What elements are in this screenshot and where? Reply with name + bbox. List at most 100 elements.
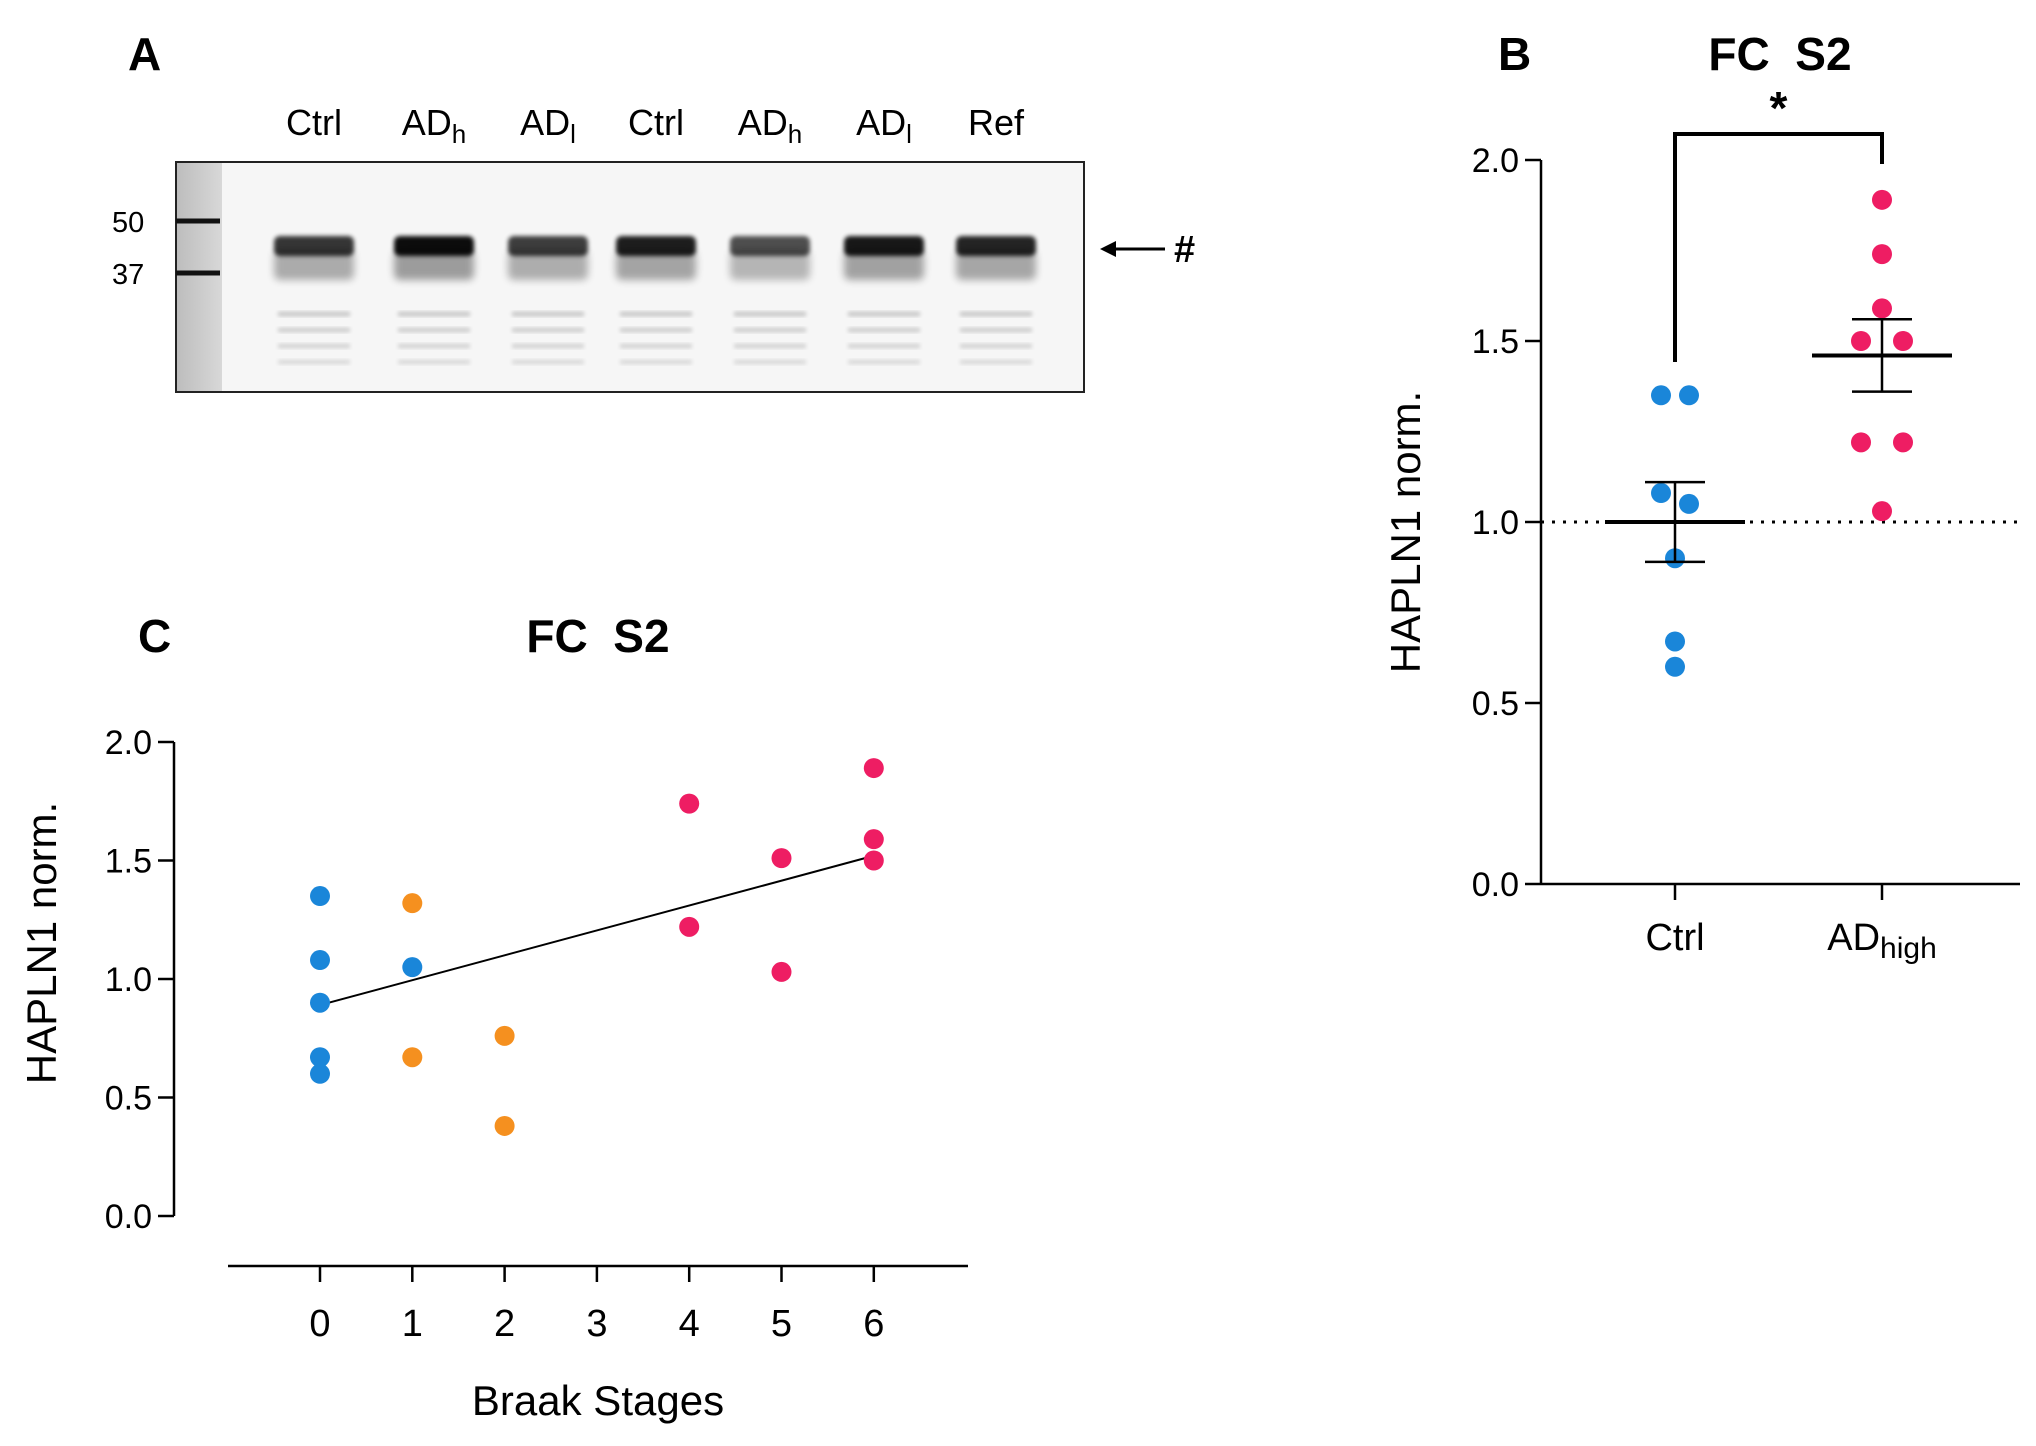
hapln1-band (730, 236, 810, 256)
x-tick-label: 2 (494, 1303, 515, 1345)
marker-50-label: 50 (112, 207, 144, 239)
hapln1-band (394, 236, 474, 256)
band-smear (274, 250, 354, 280)
x-tick-label: 5 (771, 1303, 792, 1345)
data-point (679, 916, 700, 937)
data-point (1872, 189, 1892, 210)
lane-label: ADl (520, 102, 576, 149)
lane-label-sub: l (570, 119, 576, 149)
faint-band (960, 328, 1032, 332)
panel-c-x-label: Braak Stages (472, 1377, 724, 1424)
data-point (1851, 331, 1871, 351)
band-smear (956, 250, 1036, 280)
x-tick-label: ADhigh (1827, 917, 1937, 965)
x-tick-label: 0 (309, 1303, 330, 1345)
faint-band (512, 344, 584, 348)
lane-label-main: AD (402, 102, 452, 143)
faint-band (848, 344, 920, 348)
panel-c: C FC S2 HAPLN1 norm. Braak Stages 0.0 0.5… (18, 610, 968, 1424)
blot-lane (844, 236, 924, 364)
faint-band (512, 328, 584, 332)
data-point (863, 758, 884, 779)
band-smear (616, 250, 696, 280)
faint-band (848, 328, 920, 332)
lane-label-sub: h (788, 119, 802, 149)
faint-band (734, 360, 806, 364)
faint-band (278, 344, 350, 348)
y-tick-label: 0.5 (1472, 685, 1519, 723)
y-tick-label: 1.5 (1472, 323, 1519, 361)
regression-line (319, 854, 875, 1007)
x-tick-label-main: AD (1827, 917, 1880, 959)
lane-label-sub: l (906, 119, 912, 149)
faint-band (960, 312, 1032, 316)
lane-label: Ctrl (628, 102, 684, 143)
faint-band (848, 312, 920, 316)
lane-label-main: Ref (968, 102, 1025, 143)
blot-lane (616, 236, 696, 364)
hapln1-band (956, 236, 1036, 256)
lane-label-main: Ctrl (628, 102, 684, 143)
blot-image (175, 161, 1085, 393)
panel-a: A Ctrl ADh ADl Ctrl ADh ADl Ref 50 37 # (112, 28, 1195, 393)
data-point (310, 1047, 330, 1068)
band-smear (844, 250, 924, 280)
blot-lane (956, 236, 1036, 364)
faint-band (734, 328, 806, 332)
data-point (1893, 331, 1913, 351)
y-tick-label: 0.5 (105, 1080, 152, 1118)
lane-label-sub: h (452, 119, 466, 149)
faint-band (398, 344, 470, 348)
data-point (1651, 483, 1671, 504)
y-tick-label: 2.0 (105, 724, 152, 762)
arrow-label: # (1174, 229, 1195, 271)
panel-c-title: FC S2 (526, 610, 669, 662)
faint-band (620, 360, 692, 364)
hapln1-band (844, 236, 924, 256)
data-point (1679, 385, 1699, 406)
data-point (1651, 385, 1671, 406)
faint-band (278, 328, 350, 332)
faint-band (278, 360, 350, 364)
data-point (1872, 298, 1892, 319)
data-point (771, 848, 792, 869)
faint-band (848, 360, 920, 364)
data-point (1872, 244, 1892, 265)
data-point (402, 1047, 423, 1068)
lane-label: Ctrl (286, 102, 342, 143)
blot-lane (508, 236, 588, 364)
faint-band (278, 312, 350, 316)
lane-label: ADl (856, 102, 912, 149)
hapln1-band (508, 236, 588, 256)
panel-b: B FC S2 HAPLN1 norm. 0.0 0.5 1.0 1.5 2.0 Ctrl… (1382, 28, 2020, 965)
data-point (1851, 432, 1871, 453)
faint-band (398, 328, 470, 332)
y-tick-label: 1.0 (1472, 504, 1519, 542)
band-smear (394, 250, 474, 280)
data-point (494, 1115, 515, 1136)
panel-c-y-label: HAPLN1 norm. (18, 802, 65, 1084)
significance-bracket (1673, 132, 1884, 362)
faint-band (398, 312, 470, 316)
data-point (310, 992, 330, 1013)
lane-label-main: AD (738, 102, 788, 143)
data-point (679, 793, 700, 814)
faint-band (734, 344, 806, 348)
blot-lane (394, 236, 474, 364)
hapln1-band (274, 236, 354, 256)
faint-band (734, 312, 806, 316)
x-tick-label: 3 (586, 1303, 607, 1345)
hapln1-band (616, 236, 696, 256)
lane-label: Ref (968, 102, 1025, 143)
faint-band (512, 360, 584, 364)
band-smear (730, 250, 810, 280)
faint-band (620, 312, 692, 316)
x-tick-label-sub: high (1880, 932, 1937, 965)
panel-b-letter: B (1498, 28, 1531, 80)
x-tick-label: 6 (863, 1303, 884, 1345)
band-smear (508, 250, 588, 280)
y-tick-label: 1.0 (105, 961, 152, 999)
blot-bands (274, 236, 1036, 364)
panel-c-letter: C (138, 610, 171, 662)
